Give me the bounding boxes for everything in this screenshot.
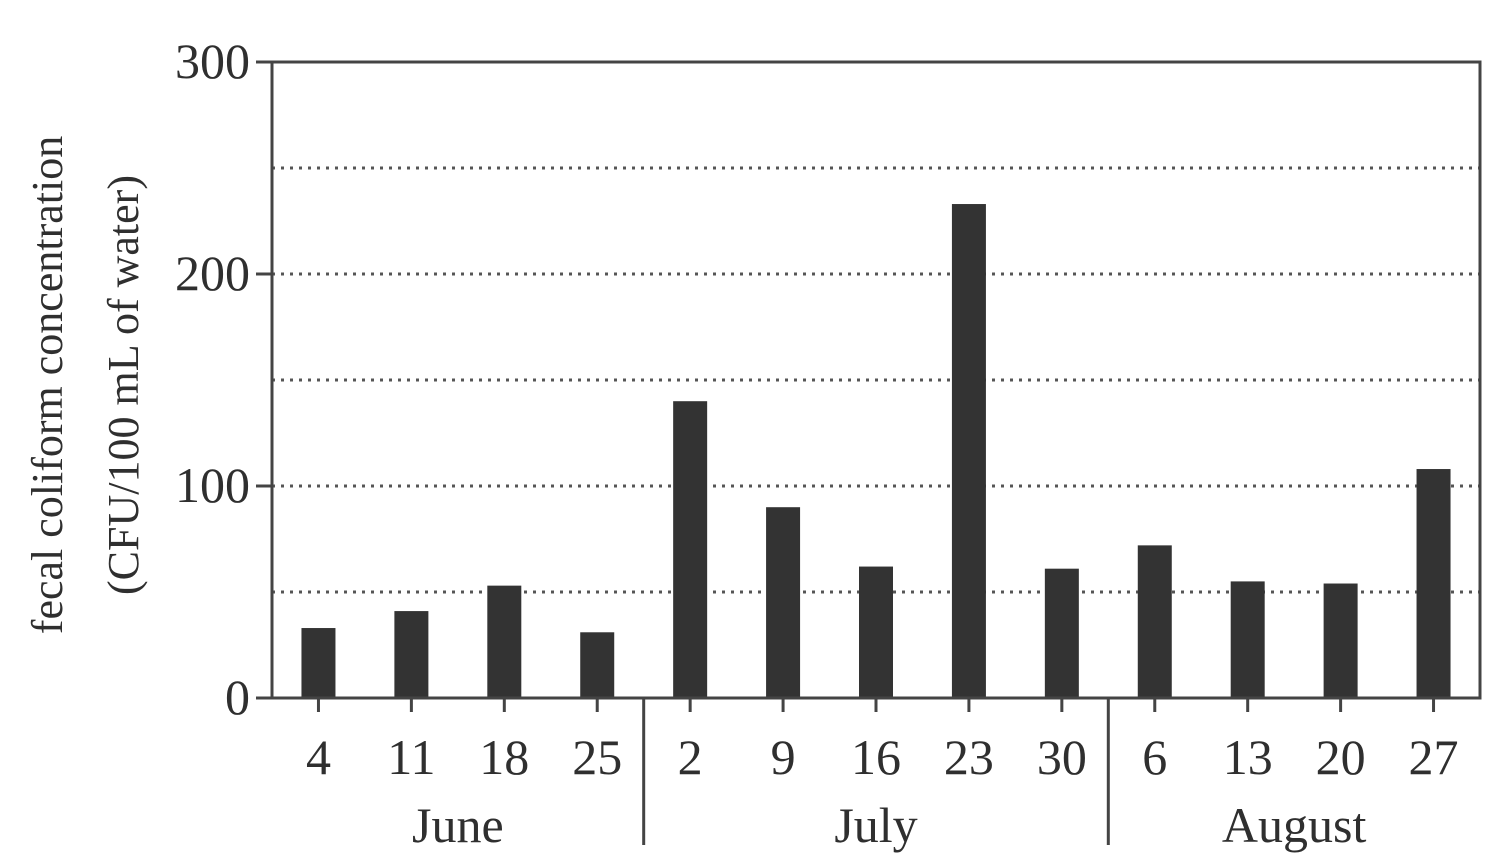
bar <box>1137 545 1172 698</box>
y-tick-label: 200 <box>175 245 250 301</box>
x-tick-label: 11 <box>387 729 435 785</box>
x-tick-label: 25 <box>572 729 622 785</box>
y-axis-label-line1: fecal coliform concentration <box>23 136 72 634</box>
x-tick-label: 2 <box>678 729 703 785</box>
bar <box>301 628 336 698</box>
month-groups: June July August <box>412 698 1366 853</box>
x-tick-label: 30 <box>1037 729 1087 785</box>
y-axis-label-line2: (CFU/100 mL of water) <box>99 175 148 595</box>
y-axis-ticks: 0 100 200 300 <box>175 33 272 725</box>
x-tick-label: 13 <box>1223 729 1273 785</box>
x-axis-ticks: 4 11 18 25 2 9 16 23 30 6 13 20 27 <box>306 698 1459 785</box>
y-tick-label: 0 <box>225 669 250 725</box>
bar <box>766 507 801 698</box>
x-tick-label: 27 <box>1409 729 1459 785</box>
x-tick-label: 18 <box>479 729 529 785</box>
x-tick-label: 6 <box>1142 729 1167 785</box>
x-tick-label: 4 <box>306 729 331 785</box>
bars <box>301 204 1451 699</box>
y-tick-label: 300 <box>175 33 250 89</box>
bar <box>580 632 615 698</box>
bar <box>1416 469 1451 698</box>
bar <box>487 585 522 698</box>
x-tick-label: 16 <box>851 729 901 785</box>
gridlines <box>272 166 1480 594</box>
x-tick-label: 20 <box>1316 729 1366 785</box>
bar <box>1044 568 1079 698</box>
y-tick-label: 100 <box>175 457 250 513</box>
month-label: August <box>1222 797 1367 853</box>
x-tick-label: 9 <box>771 729 796 785</box>
x-tick-label: 23 <box>944 729 994 785</box>
month-label: June <box>412 797 504 853</box>
bar <box>859 566 893 698</box>
bar <box>673 401 708 698</box>
bar <box>951 204 986 699</box>
y-axis-title: fecal coliform concentration (CFU/100 mL… <box>23 136 148 634</box>
bar <box>394 611 429 698</box>
bar <box>1230 581 1265 698</box>
bar <box>1323 583 1358 698</box>
month-label: July <box>834 797 917 853</box>
